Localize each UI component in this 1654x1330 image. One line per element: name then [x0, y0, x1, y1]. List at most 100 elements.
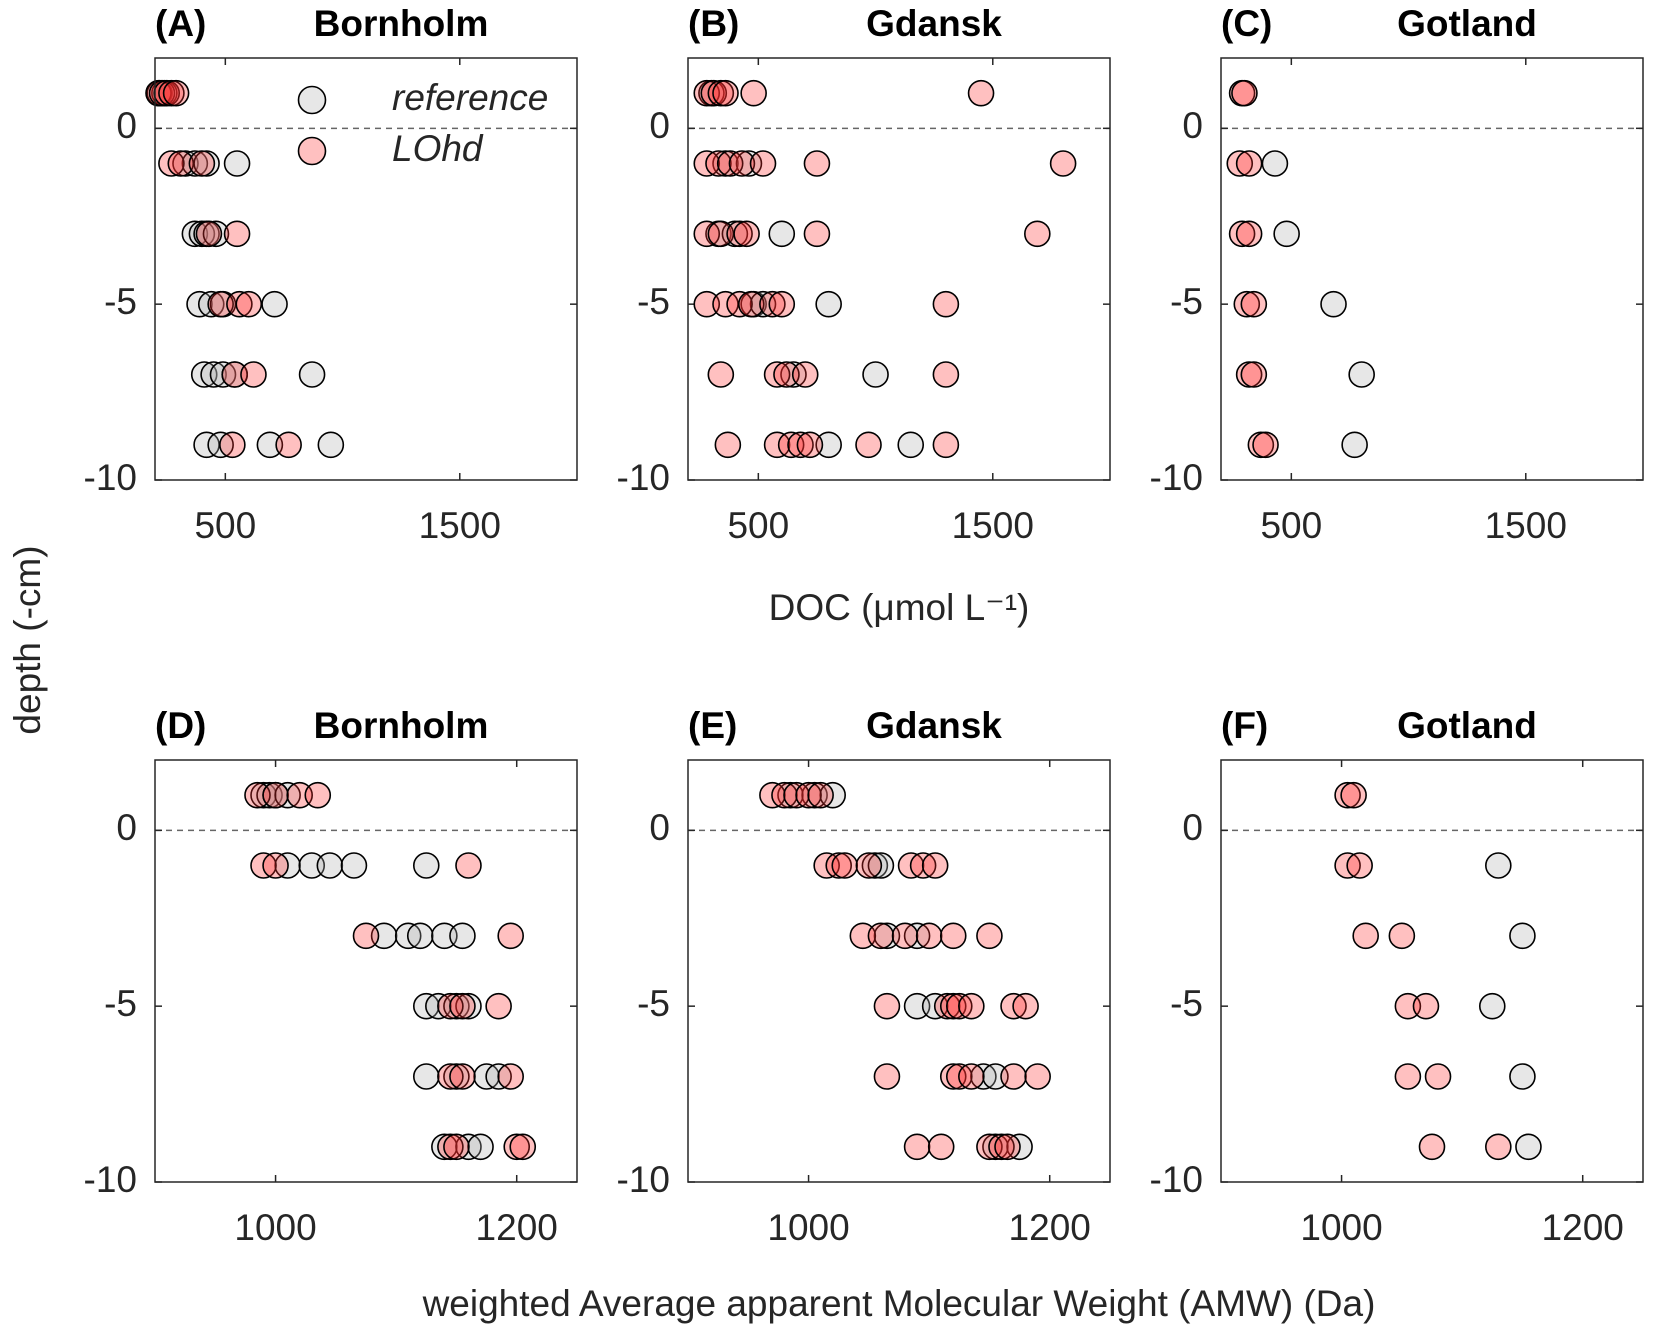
- data-point: [1424, 1063, 1452, 1090]
- panel: (B) Gdansk -10 -5 0 500 1500: [617, 3, 1111, 546]
- panel-label: (A): [155, 3, 206, 44]
- data-point: [791, 361, 819, 388]
- data-point: [497, 1063, 524, 1090]
- data-point: [927, 1133, 955, 1161]
- data-point: [932, 290, 960, 318]
- data-point: [1509, 922, 1536, 950]
- data-point: [1346, 852, 1373, 879]
- data-point: [1320, 290, 1347, 318]
- panel-title: Bornholm: [314, 705, 489, 746]
- data-point: [873, 992, 901, 1020]
- panel-label: (C): [1221, 3, 1272, 44]
- data-point: [693, 79, 721, 107]
- y-tick-label: 0: [1182, 105, 1203, 146]
- y-tick-label: 0: [649, 105, 670, 146]
- data-point: [1012, 992, 1039, 1020]
- data-point: [509, 1133, 537, 1161]
- y-tick-label: 0: [1182, 807, 1203, 848]
- data-point: [449, 922, 476, 950]
- data-point: [1394, 1063, 1422, 1090]
- data-point: [982, 1063, 1009, 1090]
- data-point: [443, 1133, 470, 1161]
- axes-frame: [154, 57, 578, 481]
- data-point: [773, 361, 800, 388]
- y-tick-label: -10: [617, 457, 670, 498]
- data-point: [226, 290, 253, 318]
- y-tick-label: 0: [649, 807, 670, 848]
- panel-title: Gdansk: [866, 705, 1002, 746]
- data-point: [167, 150, 195, 177]
- y-tick-label: -5: [104, 983, 137, 1024]
- data-point: [1024, 220, 1051, 248]
- data-point: [1412, 992, 1440, 1020]
- data-point: [1240, 290, 1268, 318]
- data-point: [235, 290, 263, 318]
- plot-area: [155, 58, 577, 480]
- plot-area: [688, 760, 1110, 1182]
- data-point: [873, 922, 901, 950]
- data-point: [939, 992, 967, 1020]
- data-point: [317, 431, 345, 459]
- data-point: [873, 1063, 901, 1090]
- data-point: [707, 361, 735, 388]
- x-tick-label: 1500: [952, 505, 1034, 546]
- data-point: [1348, 361, 1375, 388]
- axes-frame: [1220, 57, 1644, 481]
- data-point: [275, 431, 302, 459]
- x-tick-label: 500: [194, 505, 256, 546]
- data-point: [712, 79, 739, 107]
- data-point: [1334, 781, 1361, 809]
- data-point: [406, 922, 434, 950]
- x-tick-label: 1000: [767, 1207, 849, 1248]
- y-tick-label: -5: [637, 983, 670, 1024]
- axes-frame: [687, 57, 1111, 481]
- data-point: [485, 992, 512, 1020]
- data-point: [735, 150, 763, 177]
- data-point: [932, 431, 960, 459]
- panel-title: Gotland: [1397, 3, 1537, 44]
- plot-area: [155, 760, 577, 1182]
- y-tick-label: -5: [637, 281, 670, 322]
- data-point: [340, 852, 368, 879]
- data-point: [443, 1063, 470, 1090]
- data-point: [815, 431, 842, 459]
- data-point: [862, 361, 889, 388]
- data-point: [1340, 781, 1367, 809]
- panel: (C) Gotland -10 -5 0 500 1500: [1150, 3, 1644, 546]
- data-point: [1049, 150, 1077, 177]
- data-point: [726, 220, 753, 248]
- data-point: [1024, 1063, 1051, 1090]
- data-point: [903, 992, 931, 1020]
- data-point: [759, 290, 786, 318]
- x-tick-label: 500: [1260, 505, 1322, 546]
- data-point: [915, 922, 943, 950]
- data-point: [1273, 220, 1300, 248]
- data-point: [370, 922, 398, 950]
- data-point: [737, 290, 765, 318]
- data-point: [815, 290, 842, 318]
- data-point: [261, 290, 288, 318]
- data-point: [939, 922, 967, 950]
- axes-frame: [1220, 759, 1644, 1183]
- data-point: [304, 781, 332, 809]
- y-tick-label: -5: [104, 281, 137, 322]
- y-axis-label: depth (-cm): [7, 545, 48, 734]
- data-point: [994, 1133, 1021, 1161]
- data-point: [861, 852, 889, 879]
- data-point: [1228, 220, 1256, 248]
- data-point: [763, 431, 791, 459]
- x-tick-label: 1000: [234, 1207, 316, 1248]
- data-point: [1252, 431, 1279, 459]
- data-point: [939, 1063, 967, 1090]
- data-point: [1000, 1063, 1027, 1090]
- data-point: [1509, 1063, 1536, 1090]
- data-point: [803, 220, 831, 248]
- panel: (E) Gdansk -10 -5 0 1000 1200: [617, 705, 1111, 1248]
- legend-marker: [297, 136, 327, 166]
- data-point: [207, 290, 234, 318]
- y-tick-label: -5: [1170, 983, 1203, 1024]
- data-point: [221, 361, 249, 388]
- legend-marker: [297, 85, 327, 115]
- data-point: [244, 781, 271, 809]
